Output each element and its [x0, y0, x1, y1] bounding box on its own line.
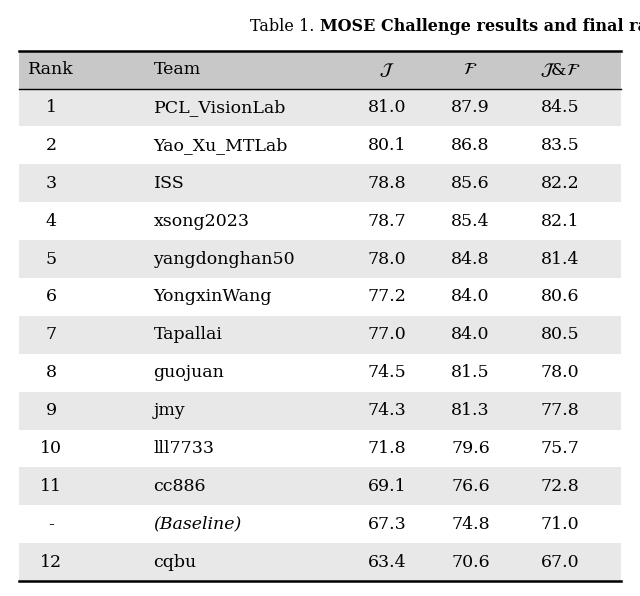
- Bar: [19, 202, 621, 240]
- Bar: [19, 240, 621, 278]
- Text: $\mathcal{J}$: $\mathcal{J}$: [380, 61, 395, 79]
- Text: 4: 4: [45, 213, 57, 229]
- Bar: [19, 164, 621, 202]
- Text: 81.0: 81.0: [368, 99, 406, 116]
- Text: 77.8: 77.8: [541, 402, 579, 419]
- Text: 81.4: 81.4: [541, 250, 579, 268]
- Text: 72.8: 72.8: [541, 478, 579, 495]
- Text: 81.3: 81.3: [451, 402, 490, 419]
- Text: 77.2: 77.2: [368, 288, 406, 305]
- Text: 71.0: 71.0: [541, 516, 579, 533]
- Text: 8: 8: [45, 364, 57, 381]
- Text: $\mathcal{J}$&$\mathcal{F}$: $\mathcal{J}$&$\mathcal{F}$: [540, 61, 580, 79]
- Text: 74.8: 74.8: [451, 516, 490, 533]
- Text: 84.5: 84.5: [541, 99, 579, 116]
- Text: 80.6: 80.6: [541, 288, 579, 305]
- Bar: [19, 51, 621, 89]
- Text: yangdonghan50: yangdonghan50: [154, 250, 295, 268]
- Text: YongxinWang: YongxinWang: [154, 288, 272, 305]
- Text: MOSE Challenge results and final rankings.: MOSE Challenge results and final ranking…: [320, 18, 640, 36]
- Bar: [19, 505, 621, 543]
- Bar: [19, 543, 621, 581]
- Text: 70.6: 70.6: [451, 554, 490, 570]
- Text: 82.2: 82.2: [541, 175, 579, 192]
- Bar: [19, 89, 621, 126]
- Text: 85.6: 85.6: [451, 175, 490, 192]
- Text: 67.3: 67.3: [368, 516, 406, 533]
- Text: 84.0: 84.0: [451, 288, 490, 305]
- Text: 83.5: 83.5: [541, 137, 579, 154]
- Text: 74.3: 74.3: [368, 402, 406, 419]
- Text: 10: 10: [40, 440, 62, 457]
- Text: cc886: cc886: [154, 478, 206, 495]
- Text: 6: 6: [45, 288, 57, 305]
- Bar: [19, 278, 621, 316]
- Text: 78.0: 78.0: [541, 364, 579, 381]
- Text: jmy: jmy: [154, 402, 186, 419]
- Text: 84.0: 84.0: [451, 327, 490, 343]
- Text: $\mathcal{F}$: $\mathcal{F}$: [463, 61, 477, 78]
- Text: 78.7: 78.7: [368, 213, 406, 229]
- Bar: [19, 430, 621, 467]
- Bar: [19, 354, 621, 392]
- Text: 78.8: 78.8: [368, 175, 406, 192]
- Text: 76.6: 76.6: [451, 478, 490, 495]
- Text: 2: 2: [45, 137, 57, 154]
- Text: Table 1.: Table 1.: [250, 18, 320, 36]
- Text: 74.5: 74.5: [368, 364, 406, 381]
- Text: 80.1: 80.1: [368, 137, 406, 154]
- Text: 81.5: 81.5: [451, 364, 490, 381]
- Text: 5: 5: [45, 250, 57, 268]
- Text: 79.6: 79.6: [451, 440, 490, 457]
- Bar: [19, 126, 621, 164]
- Text: 80.5: 80.5: [541, 327, 579, 343]
- Text: 69.1: 69.1: [368, 478, 406, 495]
- Text: PCL_VisionLab: PCL_VisionLab: [154, 99, 286, 116]
- Text: 75.7: 75.7: [541, 440, 579, 457]
- Text: Tapallai: Tapallai: [154, 327, 223, 343]
- Text: (Baseline): (Baseline): [154, 516, 242, 533]
- Text: Rank: Rank: [28, 61, 74, 78]
- Text: guojuan: guojuan: [154, 364, 225, 381]
- Text: xsong2023: xsong2023: [154, 213, 250, 229]
- Text: 87.9: 87.9: [451, 99, 490, 116]
- Text: 77.0: 77.0: [368, 327, 406, 343]
- Text: 67.0: 67.0: [541, 554, 579, 570]
- Text: 7: 7: [45, 327, 57, 343]
- Text: 82.1: 82.1: [541, 213, 579, 229]
- Text: Yao_Xu_MTLab: Yao_Xu_MTLab: [154, 137, 288, 154]
- Bar: [19, 392, 621, 430]
- Bar: [19, 467, 621, 505]
- Text: 71.8: 71.8: [368, 440, 406, 457]
- Text: 3: 3: [45, 175, 57, 192]
- Text: 63.4: 63.4: [368, 554, 406, 570]
- Text: 9: 9: [45, 402, 57, 419]
- Text: Team: Team: [154, 61, 201, 78]
- Text: 11: 11: [40, 478, 62, 495]
- Text: 85.4: 85.4: [451, 213, 490, 229]
- Text: -: -: [48, 516, 54, 533]
- Text: 1: 1: [45, 99, 57, 116]
- Text: cqbu: cqbu: [154, 554, 196, 570]
- Text: 78.0: 78.0: [368, 250, 406, 268]
- Bar: [19, 316, 621, 354]
- Text: 86.8: 86.8: [451, 137, 490, 154]
- Text: ISS: ISS: [154, 175, 184, 192]
- Text: 84.8: 84.8: [451, 250, 490, 268]
- Text: lll7733: lll7733: [154, 440, 214, 457]
- Text: 12: 12: [40, 554, 62, 570]
